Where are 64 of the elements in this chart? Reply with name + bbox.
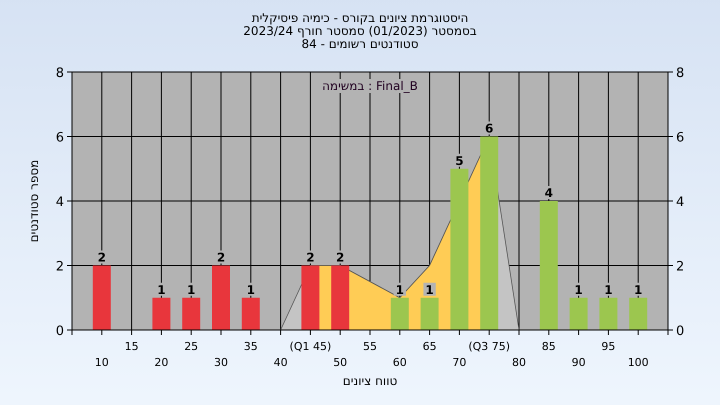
bar <box>570 298 588 330</box>
data-label: 1 <box>187 282 196 297</box>
bar <box>450 168 468 330</box>
bar <box>92 266 111 330</box>
chart-title: היסטוגרמת ציונים בקורס - כימיה פיסיקלית <box>252 11 468 25</box>
x-tick-label: 95 <box>601 340 616 353</box>
y-tick-label: 0 <box>56 324 64 339</box>
x-tick-label: 60 <box>392 356 407 369</box>
data-label: 1 <box>157 282 166 297</box>
x-tick-label: 70 <box>452 356 466 369</box>
x-tick-label: (Q1 45) <box>290 340 332 353</box>
x-tick-label: 65 <box>422 340 437 353</box>
data-label: 5 <box>455 154 464 168</box>
y2-tick-label: 2 <box>676 260 684 274</box>
bar <box>540 201 558 330</box>
annotation: במשימה : Final_B <box>322 79 418 93</box>
data-label: 4 <box>544 186 553 200</box>
data-label: 1 <box>246 282 255 297</box>
y2-tick-label: 8 <box>676 66 684 81</box>
data-label: 2 <box>216 250 226 264</box>
y-tick-label: 4 <box>56 195 64 210</box>
y-tick-label: 8 <box>56 66 64 81</box>
bar <box>242 298 260 330</box>
x-tick-label: (Q3 75) <box>468 340 510 353</box>
x-tick-label: 20 <box>154 356 168 369</box>
data-label: 2 <box>306 250 315 264</box>
data-label: 1 <box>425 282 434 297</box>
data-label: 2 <box>336 250 344 264</box>
x-tick-label: 55 <box>363 340 377 353</box>
x-tick-label: 90 <box>572 356 586 369</box>
data-label: 1 <box>396 282 404 297</box>
bar <box>212 266 230 330</box>
x-tick-label: 30 <box>214 356 228 369</box>
data-label: 6 <box>485 122 494 136</box>
bar <box>599 298 618 330</box>
x-tick-label: 85 <box>542 340 556 353</box>
bar <box>152 298 170 330</box>
y2-tick-label: 4 <box>676 195 684 210</box>
bar <box>331 266 350 330</box>
x-tick-label: 25 <box>184 340 198 353</box>
bar <box>301 266 320 330</box>
x-tick-label: 50 <box>333 356 348 369</box>
bar <box>480 136 498 330</box>
y2-tick-label: 6 <box>676 130 684 146</box>
data-label: 1 <box>574 282 583 297</box>
bar <box>390 298 409 330</box>
x-tick-label: 35 <box>244 340 258 353</box>
y-tick-label: 6 <box>56 130 64 146</box>
data-label: 1 <box>634 282 642 297</box>
y2-tick-label: 0 <box>676 324 684 339</box>
bar <box>629 298 648 330</box>
x-tick-label: 10 <box>94 356 109 369</box>
x-tick-label: 40 <box>274 356 288 369</box>
y-tick-label: 2 <box>56 260 64 274</box>
data-label: 1 <box>604 282 613 297</box>
bar <box>182 298 200 330</box>
data-label: 2 <box>98 250 106 264</box>
bar <box>420 298 439 330</box>
x-tick-label: 80 <box>512 356 526 369</box>
y-axis-title: מספר סטודנטים <box>27 160 41 242</box>
chart-subtitle: בסמסטר (01/2023) סמסטר חורף 2023/24 סטודנטים רשומים - 84 <box>243 24 477 51</box>
x-tick-label: 100 <box>628 356 649 369</box>
x-tick-label: 15 <box>124 340 139 353</box>
x-axis-title: טווח ציונים <box>342 374 398 388</box>
